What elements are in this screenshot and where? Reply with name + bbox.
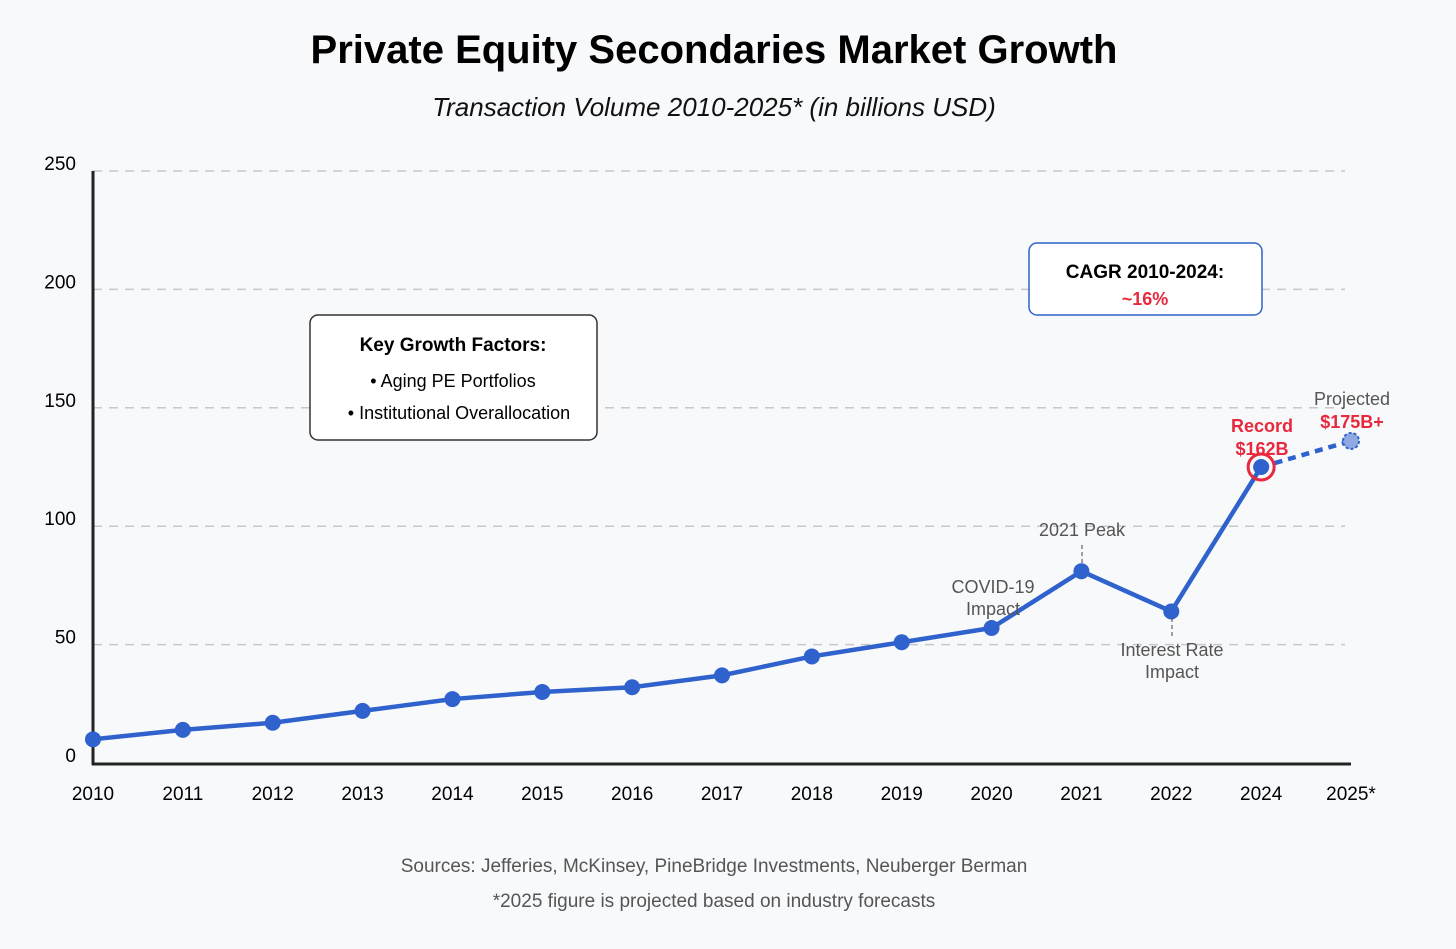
data-point [534,683,551,700]
x-tick-label: 2016 [611,784,653,805]
data-point [354,702,371,719]
data-point [174,721,191,738]
record-annotation: Record [1231,416,1293,436]
x-tick-label: 2018 [791,784,833,805]
data-point [444,691,461,708]
data-point [264,714,281,731]
record-highlight-ring [1246,452,1276,482]
cagr-heading: CAGR 2010-2024: [1066,262,1224,283]
y-tick-label: 50 [55,628,76,649]
data-point [983,620,1000,637]
x-tick-label: 2015 [521,784,563,805]
data-point [803,648,820,665]
factor-item: • Institutional Overallocation [348,403,570,423]
data-point [624,679,641,696]
projection-footnote: *2025 figure is projected based on indus… [493,891,936,912]
cagr-box-frame [1028,242,1263,316]
data-point [714,667,730,684]
x-tick-label: 2022 [1150,784,1192,805]
x-tick-label: 2011 [162,784,203,805]
x-tick-label: 2012 [252,784,294,805]
y-tick-label: 200 [44,272,76,293]
projected-annotation: Projected [1314,389,1390,409]
x-tick-label: 2020 [970,784,1012,805]
record-annotation: $162B [1235,439,1288,459]
data-point [893,634,910,651]
x-tick-label: 2013 [341,784,383,805]
cagr-value: ~16% [1122,289,1169,309]
y-tick-label: 0 [65,746,76,767]
sources-note: Sources: Jefferies, McKinsey, PineBridge… [401,856,1028,877]
rate-annotation: Interest Rate [1120,640,1223,660]
x-tick-label: 2024 [1240,784,1283,805]
rate-annotation: Impact [1145,662,1199,682]
data-point [1253,459,1270,475]
x-tick-label: 2021 [1060,784,1102,805]
y-tick-label: 250 [44,154,76,175]
data-point [1073,563,1090,580]
projected-line [1260,438,1352,470]
cagr-box: CAGR 2010-2024: ~16% [1028,242,1263,316]
x-tick-label: 2017 [701,784,743,805]
x-tick-label: 2025* [1326,784,1376,805]
covid-annotation: Impact [966,599,1020,619]
chart-title: Private Equity Secondaries Market Growth [311,28,1118,72]
y-tick-label: 150 [44,391,76,412]
series-line [92,465,1264,742]
data-point [1163,603,1180,620]
x-tick-label: 2014 [431,784,474,805]
peak-annotation: 2021 Peak [1039,520,1126,540]
factors-heading: Key Growth Factors: [360,335,547,356]
projected-annotation: $175B+ [1320,412,1384,432]
key-growth-factors-box: Key Growth Factors: • Aging PE Portfolio… [309,314,598,441]
covid-annotation: COVID-19 [951,577,1034,597]
chart-subtitle: Transaction Volume 2010-2025* (in billio… [432,92,996,122]
factor-item: • Aging PE Portfolios [370,371,535,391]
projected-point [1342,431,1360,450]
data-point [85,731,101,748]
x-tick-label: 2019 [881,784,923,805]
x-tick-label: 2010 [72,784,114,805]
y-tick-label: 100 [44,509,76,530]
factors-box-frame [309,314,598,441]
